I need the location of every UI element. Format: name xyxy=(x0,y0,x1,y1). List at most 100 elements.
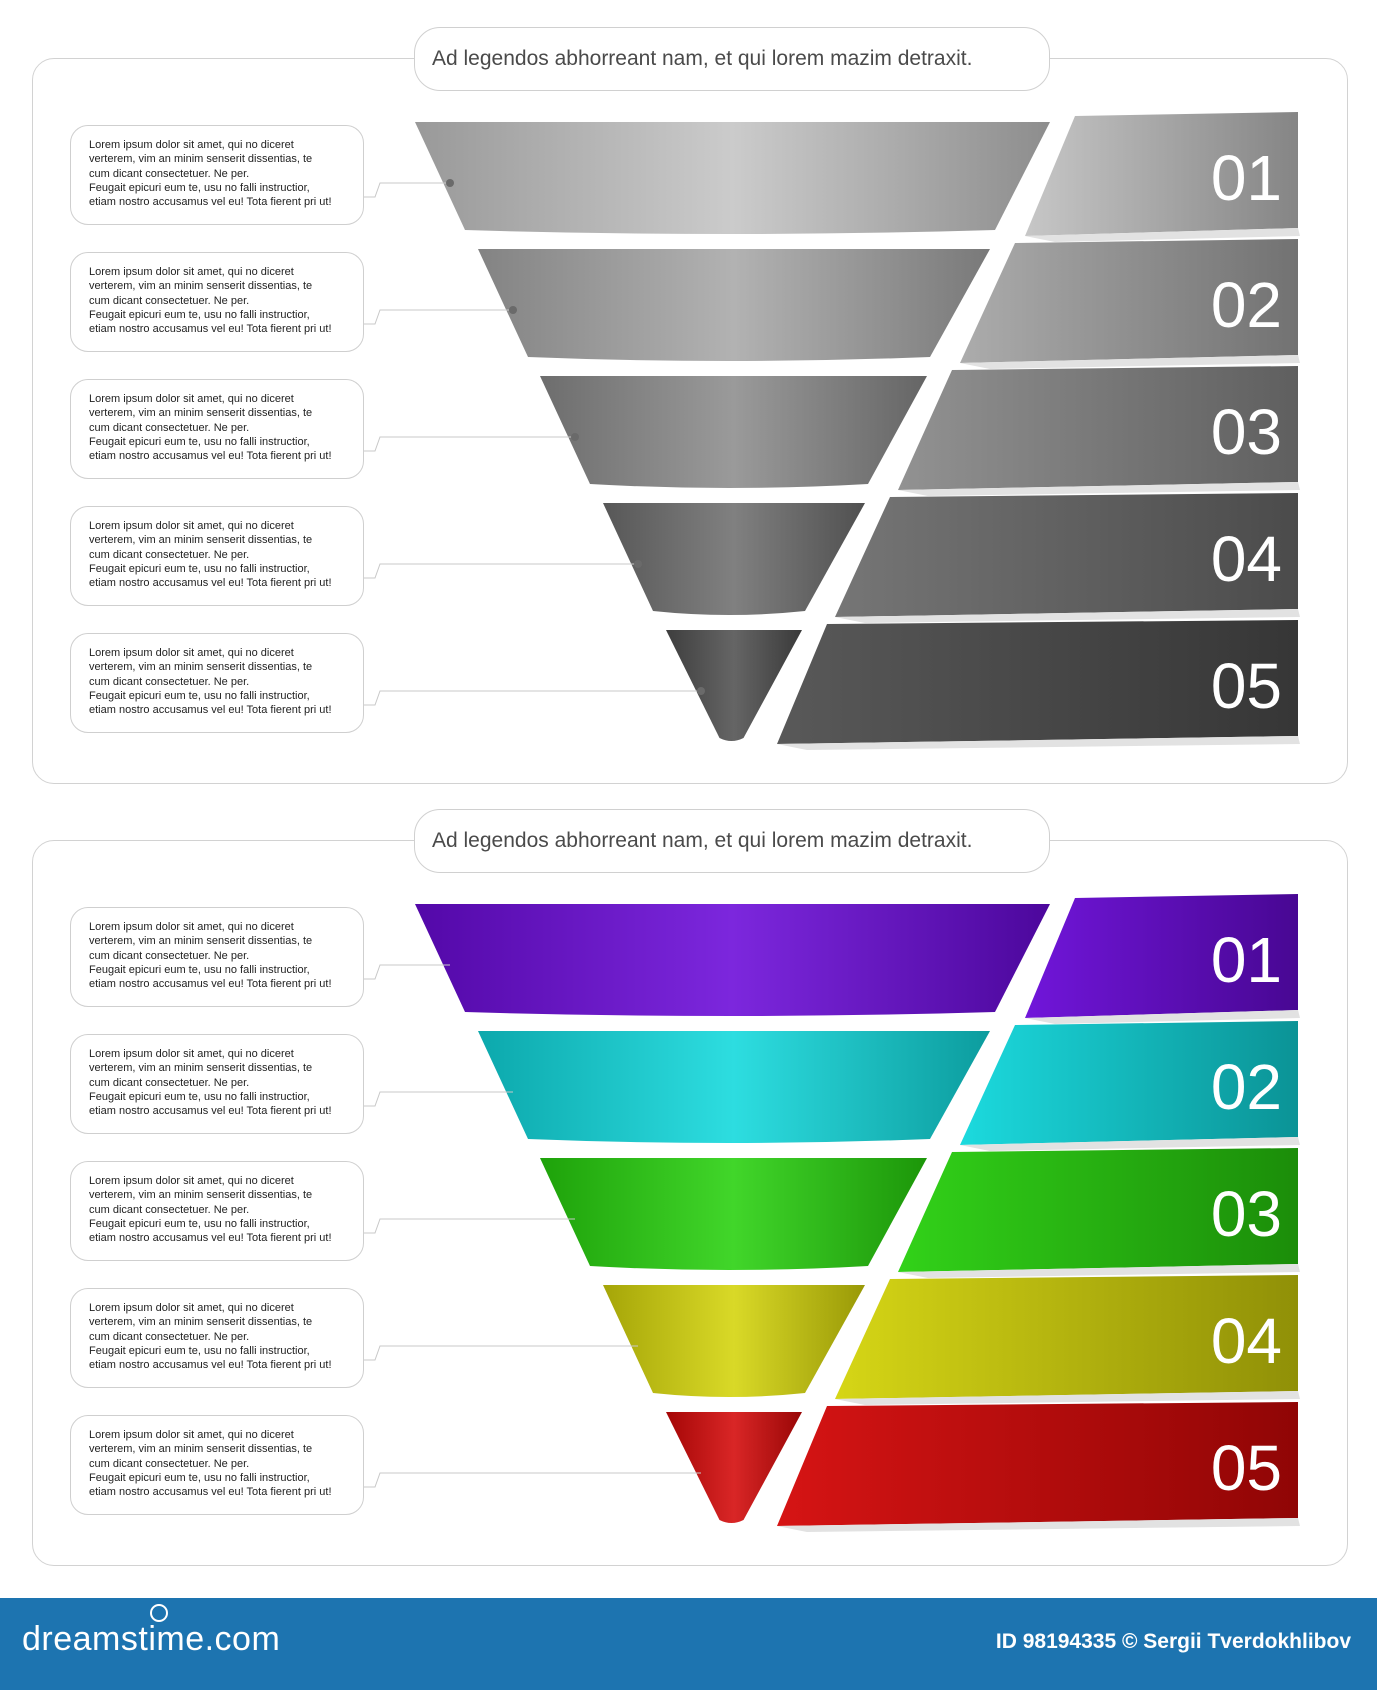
brand-spiral-icon xyxy=(150,1604,168,1622)
connector-line xyxy=(364,1218,575,1234)
description-line: Lorem ipsum dolor sit amet, qui no dicer… xyxy=(89,647,294,659)
step-ribbon-01 xyxy=(1025,112,1298,236)
funnel-band-05 xyxy=(666,630,802,741)
description-line: cum dicant consectetuer. Ne per. xyxy=(89,1457,250,1470)
description-line: etiam nostro accusamus vel eu! Tota fier… xyxy=(89,196,332,209)
connector-dot xyxy=(446,179,454,187)
connector-line xyxy=(364,309,513,325)
connector-line xyxy=(364,964,450,980)
description-box: Lorem ipsum dolor sit amet, qui no dicer… xyxy=(70,252,364,352)
description-line: cum dicant consectetuer. Ne per. xyxy=(89,1076,250,1089)
description-box: Lorem ipsum dolor sit amet, qui no dicer… xyxy=(70,506,364,606)
step-number-03: 03 xyxy=(1211,1178,1282,1250)
description-line: cum dicant consectetuer. Ne per. xyxy=(89,1330,250,1343)
funnel-band-01 xyxy=(415,904,1050,1016)
step-ribbon-04 xyxy=(835,493,1298,617)
connector-dot xyxy=(509,306,517,314)
description-box: Lorem ipsum dolor sit amet, qui no dicer… xyxy=(70,1034,364,1134)
funnel-band-05 xyxy=(666,1412,802,1523)
description-line: verterem, vim an minim senserit dissenti… xyxy=(89,1443,313,1456)
step-ribbon-03 xyxy=(898,1148,1298,1272)
description-line: Feugait epicuri eum te, usu no falli ins… xyxy=(89,562,310,575)
funnel-band-03 xyxy=(540,1158,927,1270)
step-ribbon-01 xyxy=(1025,894,1298,1018)
step-number-05: 05 xyxy=(1211,650,1282,722)
description-line: cum dicant consectetuer. Ne per. xyxy=(89,421,250,434)
connector-line xyxy=(364,1345,638,1361)
description-line: Feugait epicuri eum te, usu no falli ins… xyxy=(89,435,310,448)
description-line: Feugait epicuri eum te, usu no falli ins… xyxy=(89,1471,310,1484)
description-line: cum dicant consectetuer. Ne per. xyxy=(89,949,250,962)
description-line: verterem, vim an minim senserit dissenti… xyxy=(89,534,313,547)
description-box: Lorem ipsum dolor sit amet, qui no dicer… xyxy=(70,379,364,479)
connector-dot xyxy=(571,433,579,441)
description-box: Lorem ipsum dolor sit amet, qui no dicer… xyxy=(70,1161,364,1261)
description-line: verterem, vim an minim senserit dissenti… xyxy=(89,1316,313,1329)
description-line: Feugait epicuri eum te, usu no falli ins… xyxy=(89,963,310,976)
description-line: Feugait epicuri eum te, usu no falli ins… xyxy=(89,308,310,321)
connector-line xyxy=(364,182,450,198)
description-line: Feugait epicuri eum te, usu no falli ins… xyxy=(89,181,310,194)
connector-line xyxy=(364,1091,513,1107)
description-line: Lorem ipsum dolor sit amet, qui no dicer… xyxy=(89,1175,294,1187)
description-line: Lorem ipsum dolor sit amet, qui no dicer… xyxy=(89,921,294,933)
step-number-04: 04 xyxy=(1211,1305,1282,1377)
funnel-title-color: Ad legendos abhorreant nam, et qui lorem… xyxy=(414,809,1050,873)
description-box: Lorem ipsum dolor sit amet, qui no dicer… xyxy=(70,1415,364,1515)
description-line: Feugait epicuri eum te, usu no falli ins… xyxy=(89,1090,310,1103)
funnel-band-01 xyxy=(415,122,1050,234)
description-line: etiam nostro accusamus vel eu! Tota fier… xyxy=(89,1359,332,1372)
footer-brand[interactable]: dreamstime.com xyxy=(22,1620,281,1658)
description-line: Lorem ipsum dolor sit amet, qui no dicer… xyxy=(89,1429,294,1441)
step-number-03: 03 xyxy=(1211,396,1282,468)
funnel-band-02 xyxy=(478,1031,990,1143)
funnel-band-04 xyxy=(603,503,865,615)
description-line: etiam nostro accusamus vel eu! Tota fier… xyxy=(89,1232,332,1245)
step-number-02: 02 xyxy=(1211,269,1282,341)
description-line: etiam nostro accusamus vel eu! Tota fier… xyxy=(89,323,332,336)
step-ribbon-04 xyxy=(835,1275,1298,1399)
description-line: Lorem ipsum dolor sit amet, qui no dicer… xyxy=(89,266,294,278)
description-box: Lorem ipsum dolor sit amet, qui no dicer… xyxy=(70,633,364,733)
description-line: Lorem ipsum dolor sit amet, qui no dicer… xyxy=(89,393,294,405)
step-ribbon-02 xyxy=(960,239,1298,363)
description-box: Lorem ipsum dolor sit amet, qui no dicer… xyxy=(70,1288,364,1388)
connector-line xyxy=(364,563,638,579)
description-line: Feugait epicuri eum te, usu no falli ins… xyxy=(89,1344,310,1357)
description-line: etiam nostro accusamus vel eu! Tota fier… xyxy=(89,1105,332,1118)
description-line: verterem, vim an minim senserit dissenti… xyxy=(89,1189,313,1202)
description-line: cum dicant consectetuer. Ne per. xyxy=(89,675,250,688)
step-ribbon-03 xyxy=(898,366,1298,490)
description-box: Lorem ipsum dolor sit amet, qui no dicer… xyxy=(70,907,364,1007)
description-line: Feugait epicuri eum te, usu no falli ins… xyxy=(89,1217,310,1230)
step-number-01: 01 xyxy=(1211,924,1282,996)
description-line: etiam nostro accusamus vel eu! Tota fier… xyxy=(89,704,332,717)
description-line: verterem, vim an minim senserit dissenti… xyxy=(89,280,313,293)
connector-dot xyxy=(634,560,642,568)
description-line: verterem, vim an minim senserit dissenti… xyxy=(89,407,313,420)
connector-dot xyxy=(697,687,705,695)
description-line: Lorem ipsum dolor sit amet, qui no dicer… xyxy=(89,1048,294,1060)
connector-line xyxy=(364,1472,701,1488)
description-line: Feugait epicuri eum te, usu no falli ins… xyxy=(89,689,310,702)
description-line: cum dicant consectetuer. Ne per. xyxy=(89,294,250,307)
funnel-band-04 xyxy=(603,1285,865,1397)
funnel-band-03 xyxy=(540,376,927,488)
description-line: etiam nostro accusamus vel eu! Tota fier… xyxy=(89,577,332,590)
description-line: etiam nostro accusamus vel eu! Tota fier… xyxy=(89,450,332,463)
connector-line xyxy=(364,690,701,706)
funnel-title-grey: Ad legendos abhorreant nam, et qui lorem… xyxy=(414,27,1050,91)
footer-credit: ID 98194335 © Sergii Tverdokhlibov xyxy=(995,1630,1351,1653)
description-line: verterem, vim an minim senserit dissenti… xyxy=(89,1062,313,1075)
description-line: cum dicant consectetuer. Ne per. xyxy=(89,167,250,180)
footer-bar: dreamstime.com ID 98194335 © Sergii Tver… xyxy=(0,1598,1377,1690)
description-line: verterem, vim an minim senserit dissenti… xyxy=(89,153,313,166)
description-box: Lorem ipsum dolor sit amet, qui no dicer… xyxy=(70,125,364,225)
description-line: Lorem ipsum dolor sit amet, qui no dicer… xyxy=(89,139,294,151)
step-ribbon-05 xyxy=(777,1402,1298,1526)
description-line: Lorem ipsum dolor sit amet, qui no dicer… xyxy=(89,520,294,532)
description-line: cum dicant consectetuer. Ne per. xyxy=(89,1203,250,1216)
connector-line xyxy=(364,436,575,452)
step-number-01: 01 xyxy=(1211,142,1282,214)
